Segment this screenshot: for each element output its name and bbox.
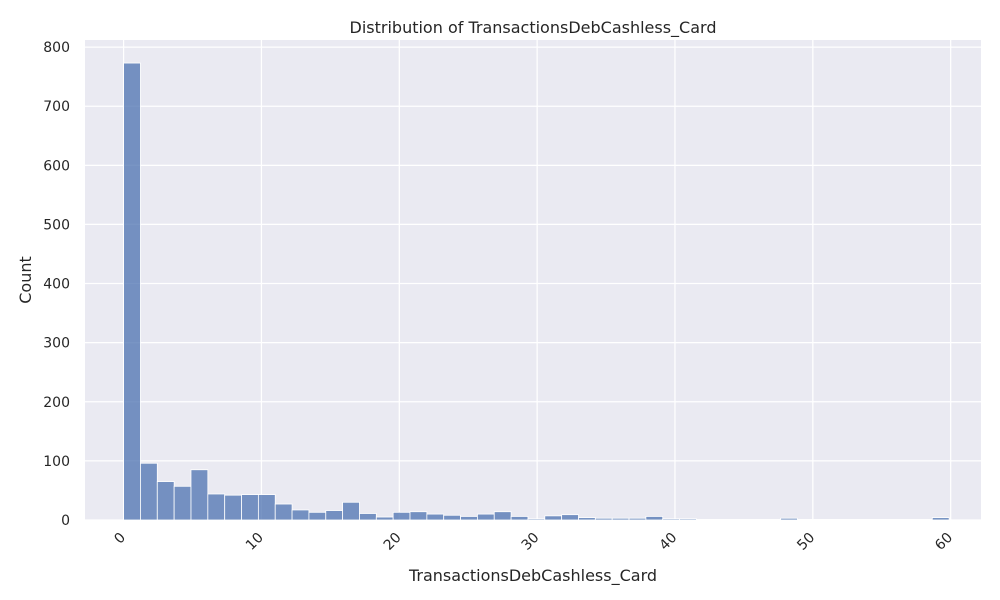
histogram-bar — [881, 519, 899, 521]
x-tick-label: 50 — [794, 530, 818, 554]
histogram-bar — [527, 518, 546, 521]
histogram-bar — [123, 62, 141, 521]
y-tick-label: 300 — [43, 336, 70, 352]
histogram-bar — [173, 485, 192, 521]
histogram-bar — [797, 519, 815, 521]
histogram-bar — [392, 511, 411, 521]
histogram-bar — [645, 516, 664, 521]
y-tick-label: 400 — [43, 277, 70, 293]
y-tick-label: 700 — [43, 99, 70, 115]
histogram-bar — [712, 519, 731, 521]
histogram-bar — [409, 511, 428, 521]
grid-lines — [85, 40, 981, 521]
histogram-bar — [696, 519, 714, 521]
x-tick-label: 0 — [111, 530, 129, 548]
y-tick-label: 500 — [43, 217, 70, 233]
histogram-bar — [274, 503, 293, 521]
histogram-bar — [780, 517, 798, 521]
histogram-bar — [308, 511, 327, 521]
histogram-bar — [342, 501, 360, 521]
histogram-bar — [847, 519, 866, 521]
histogram-bar — [325, 510, 344, 521]
y-tick-label: 100 — [43, 454, 70, 470]
histogram-bar — [931, 517, 950, 521]
histogram-bar — [561, 514, 579, 521]
histogram-bar — [291, 509, 310, 521]
histogram-bar — [611, 517, 630, 521]
histogram-bar — [207, 493, 226, 521]
histogram-bar — [375, 516, 394, 521]
histogram-bar — [257, 494, 276, 521]
histogram-bar — [460, 516, 478, 521]
histogram-bar — [830, 519, 849, 521]
y-tick-label: 600 — [43, 158, 70, 174]
histogram-bar — [915, 519, 933, 521]
histogram-bar — [190, 469, 209, 521]
x-tick-label: 30 — [519, 530, 543, 554]
y-axis-title: Count — [16, 256, 35, 304]
histogram-bars — [123, 62, 950, 521]
y-tick-label: 0 — [61, 513, 70, 529]
histogram-bar — [662, 518, 680, 521]
histogram-bar — [628, 517, 647, 521]
histogram-bar — [813, 519, 832, 521]
histogram-bar — [594, 517, 613, 521]
histogram-bar — [679, 518, 697, 521]
x-axis-title: TransactionsDebCashless_Card — [408, 566, 657, 586]
y-tick-labels: 0 100 200 300 400 500 600 700 800 — [43, 40, 70, 529]
y-tick-label: 200 — [43, 395, 70, 411]
chart-title: Distribution of TransactionsDebCashless_… — [350, 18, 717, 38]
histogram-bar — [864, 519, 883, 521]
histogram-bar — [510, 516, 529, 521]
histogram-bar — [140, 462, 158, 521]
histogram-bar — [746, 519, 765, 521]
x-tick-label: 60 — [932, 530, 956, 554]
histogram-bar — [544, 515, 563, 521]
histogram-bar — [898, 519, 916, 521]
histogram-bar — [443, 514, 461, 521]
histogram-bar — [224, 494, 242, 521]
histogram-bar — [578, 517, 596, 521]
x-tick-label: 40 — [656, 530, 680, 554]
histogram-bar — [359, 513, 377, 521]
histogram-bar — [156, 481, 175, 521]
y-tick-label: 800 — [43, 40, 70, 56]
plot-background — [85, 40, 981, 520]
histogram-bar — [729, 519, 748, 521]
histogram-bar — [763, 519, 782, 521]
histogram-bar — [426, 513, 445, 521]
x-tick-label: 10 — [243, 530, 267, 554]
histogram-bar — [477, 513, 495, 521]
histogram-bar — [241, 494, 259, 521]
histogram-bar — [493, 511, 512, 521]
x-tick-label: 20 — [381, 530, 405, 554]
x-tick-labels: 0 10 20 30 40 50 60 — [111, 530, 956, 554]
